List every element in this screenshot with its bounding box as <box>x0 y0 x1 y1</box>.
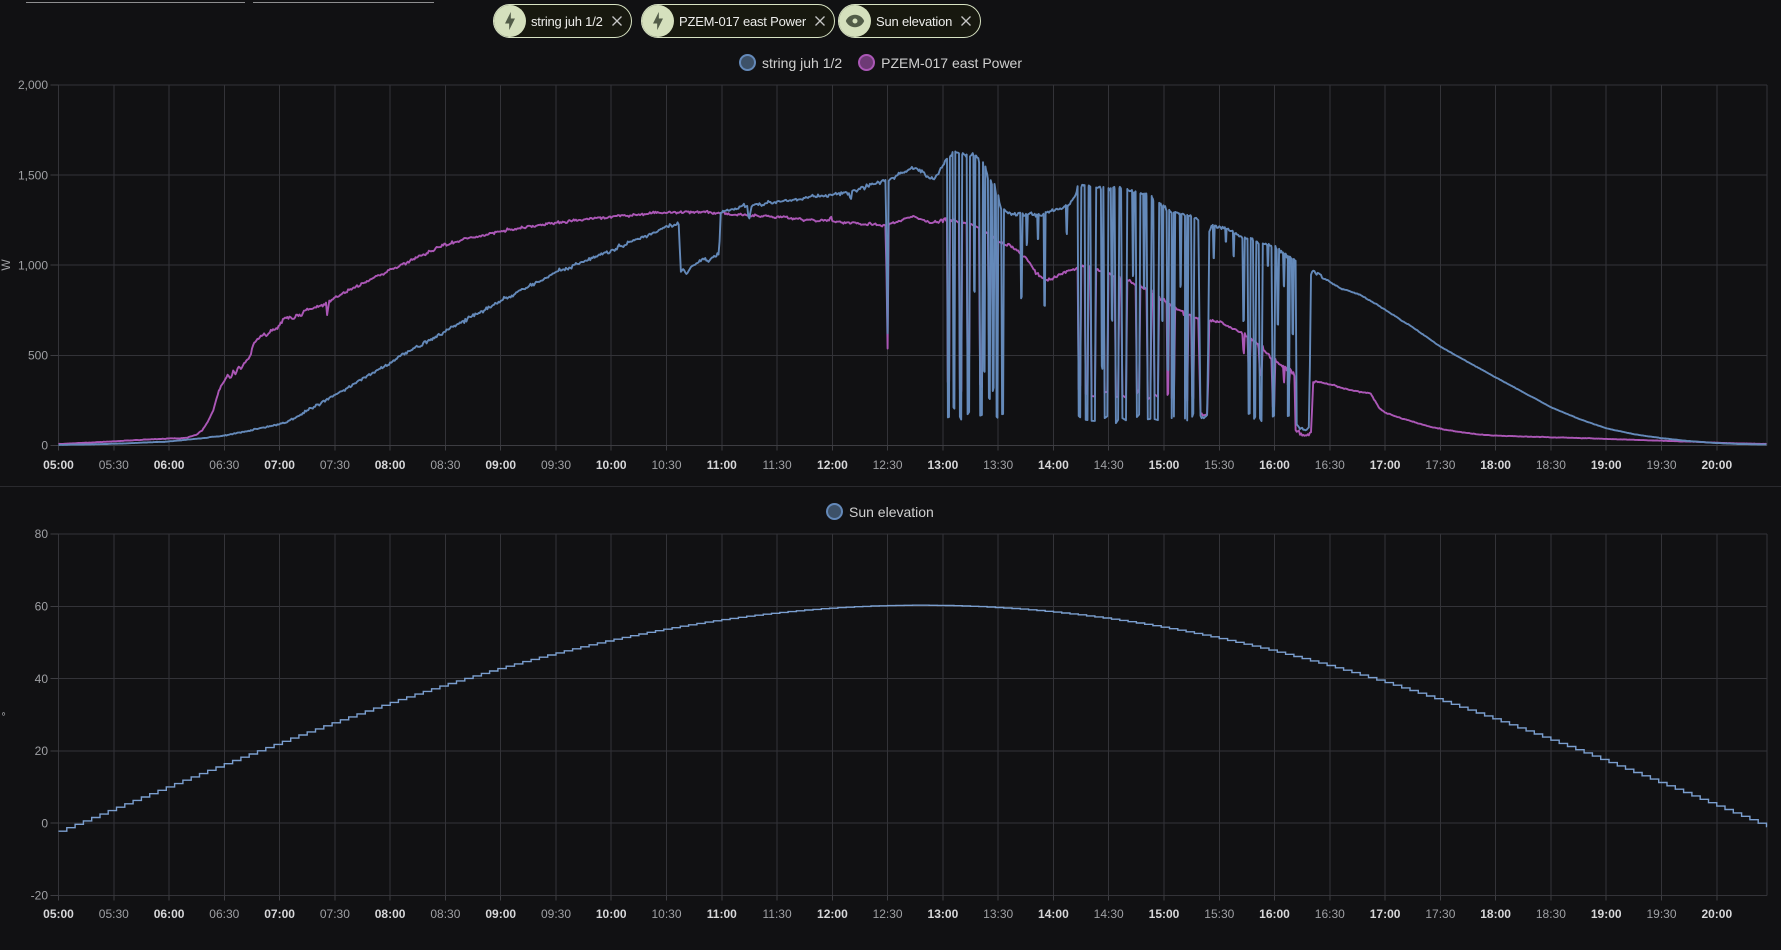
svg-text:16:30: 16:30 <box>1315 458 1345 472</box>
svg-text:°: ° <box>0 711 13 716</box>
svg-text:17:00: 17:00 <box>1370 907 1401 921</box>
svg-text:0: 0 <box>41 816 48 830</box>
svg-text:80: 80 <box>35 527 49 541</box>
svg-text:05:30: 05:30 <box>99 907 129 921</box>
svg-text:05:30: 05:30 <box>99 458 129 472</box>
svg-text:19:30: 19:30 <box>1646 458 1676 472</box>
svg-text:12:30: 12:30 <box>873 907 903 921</box>
svg-text:15:00: 15:00 <box>1149 458 1180 472</box>
svg-text:19:00: 19:00 <box>1591 458 1622 472</box>
svg-text:1,500: 1,500 <box>18 168 48 182</box>
svg-text:19:30: 19:30 <box>1646 907 1676 921</box>
svg-text:-20: -20 <box>31 889 49 903</box>
svg-text:15:00: 15:00 <box>1149 907 1180 921</box>
svg-text:09:30: 09:30 <box>541 907 571 921</box>
svg-text:16:00: 16:00 <box>1259 907 1290 921</box>
svg-text:07:00: 07:00 <box>264 458 295 472</box>
svg-text:40: 40 <box>35 672 49 686</box>
svg-text:W: W <box>0 259 13 271</box>
svg-text:17:00: 17:00 <box>1370 458 1401 472</box>
svg-text:17:30: 17:30 <box>1425 458 1455 472</box>
svg-text:20:00: 20:00 <box>1701 458 1732 472</box>
svg-text:07:30: 07:30 <box>320 907 350 921</box>
svg-text:11:30: 11:30 <box>763 458 792 472</box>
svg-text:06:30: 06:30 <box>209 458 239 472</box>
svg-text:14:30: 14:30 <box>1094 458 1124 472</box>
svg-text:11:30: 11:30 <box>763 907 792 921</box>
svg-text:12:00: 12:00 <box>817 907 848 921</box>
svg-text:06:00: 06:00 <box>154 458 185 472</box>
svg-text:20:00: 20:00 <box>1701 907 1732 921</box>
svg-text:500: 500 <box>28 349 48 363</box>
svg-text:14:00: 14:00 <box>1038 907 1069 921</box>
svg-text:05:00: 05:00 <box>43 458 74 472</box>
svg-text:2,000: 2,000 <box>18 78 48 92</box>
svg-text:0: 0 <box>41 439 48 453</box>
svg-text:08:30: 08:30 <box>430 458 460 472</box>
svg-text:08:00: 08:00 <box>375 458 406 472</box>
svg-text:18:00: 18:00 <box>1480 458 1511 472</box>
svg-text:20: 20 <box>35 744 49 758</box>
svg-text:15:30: 15:30 <box>1204 907 1234 921</box>
svg-text:11:00: 11:00 <box>707 458 737 472</box>
svg-text:06:30: 06:30 <box>209 907 239 921</box>
svg-text:07:00: 07:00 <box>264 907 295 921</box>
svg-text:08:00: 08:00 <box>375 907 406 921</box>
svg-text:10:00: 10:00 <box>596 907 627 921</box>
svg-text:05:00: 05:00 <box>43 907 74 921</box>
svg-text:08:30: 08:30 <box>430 907 460 921</box>
svg-text:11:00: 11:00 <box>707 907 737 921</box>
svg-text:15:30: 15:30 <box>1204 458 1234 472</box>
svg-text:06:00: 06:00 <box>154 907 185 921</box>
svg-text:09:30: 09:30 <box>541 458 571 472</box>
svg-text:13:00: 13:00 <box>928 907 959 921</box>
svg-text:14:30: 14:30 <box>1094 907 1124 921</box>
svg-text:07:30: 07:30 <box>320 458 350 472</box>
svg-text:60: 60 <box>35 600 49 614</box>
svg-text:09:00: 09:00 <box>485 458 516 472</box>
svg-text:18:30: 18:30 <box>1536 907 1566 921</box>
svg-text:17:30: 17:30 <box>1425 907 1455 921</box>
svg-text:14:00: 14:00 <box>1038 458 1069 472</box>
svg-text:16:00: 16:00 <box>1259 458 1290 472</box>
svg-text:13:30: 13:30 <box>983 458 1013 472</box>
svg-text:10:30: 10:30 <box>651 907 681 921</box>
svg-text:18:00: 18:00 <box>1480 907 1511 921</box>
svg-text:12:30: 12:30 <box>873 458 903 472</box>
svg-text:13:00: 13:00 <box>928 458 959 472</box>
svg-text:16:30: 16:30 <box>1315 907 1345 921</box>
svg-text:13:30: 13:30 <box>983 907 1013 921</box>
svg-text:19:00: 19:00 <box>1591 907 1622 921</box>
svg-text:09:00: 09:00 <box>485 907 516 921</box>
svg-text:10:00: 10:00 <box>596 458 627 472</box>
svg-text:12:00: 12:00 <box>817 458 848 472</box>
svg-text:10:30: 10:30 <box>651 458 681 472</box>
svg-text:1,000: 1,000 <box>18 258 48 272</box>
svg-text:18:30: 18:30 <box>1536 458 1566 472</box>
